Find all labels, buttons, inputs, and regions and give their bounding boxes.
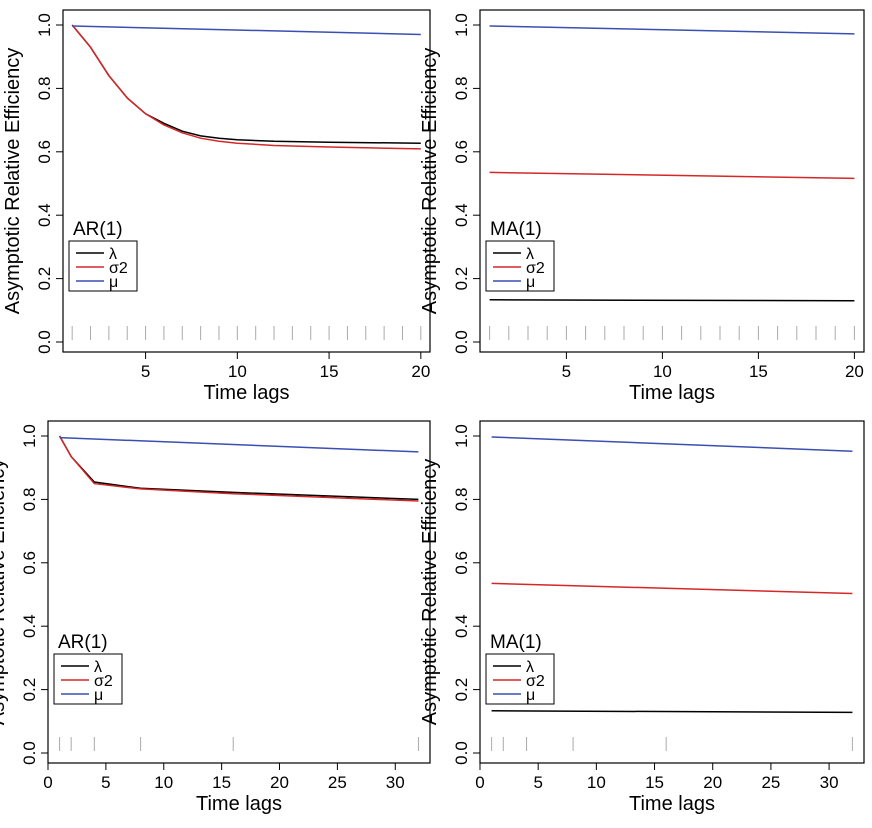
x-tick-label: 30 bbox=[820, 773, 839, 792]
panel-label: AR(1) bbox=[58, 632, 108, 653]
plot-frame bbox=[62, 9, 431, 353]
y-tick-label: 0.4 bbox=[452, 203, 471, 227]
legend-label: σ2 bbox=[109, 260, 128, 277]
x-axis-label: Time lags bbox=[204, 382, 290, 404]
series-line bbox=[58, 435, 419, 501]
legend-label: μ bbox=[526, 274, 535, 291]
legend-label: σ2 bbox=[94, 673, 113, 690]
series-line bbox=[491, 582, 853, 595]
y-tick-label: 0.0 bbox=[452, 741, 471, 765]
legend-label: λ bbox=[526, 246, 534, 263]
x-tick-label: 30 bbox=[386, 773, 405, 792]
x-tick-label: 5 bbox=[533, 773, 542, 792]
legend-label: μ bbox=[109, 274, 118, 291]
chart-panel-3: 0 5 10 15 20 25 30 0.0 0.2 0.4 0.6 0.8 1.0 Time lags A… bbox=[0, 420, 431, 815]
x-tick-label: 20 bbox=[270, 773, 289, 792]
y-tick-label: 0.0 bbox=[452, 330, 471, 354]
x-tick-label: 0 bbox=[43, 773, 52, 792]
series-line bbox=[71, 24, 421, 150]
y-tick-label: 0.8 bbox=[20, 488, 39, 512]
x-tick-label: 15 bbox=[645, 773, 664, 792]
legend-label: σ2 bbox=[526, 260, 545, 277]
legend-box bbox=[485, 653, 555, 705]
x-tick-label: 10 bbox=[228, 362, 247, 381]
x-tick-label: 5 bbox=[562, 362, 571, 381]
chart-panel-4: 0 5 10 15 20 25 30 0.0 0.2 0.4 0.6 0.8 1.0 Time lags A… bbox=[419, 420, 865, 815]
x-tick-label: 25 bbox=[328, 773, 347, 792]
x-tick-label: 15 bbox=[320, 362, 339, 381]
x-tick-label: 20 bbox=[703, 773, 722, 792]
y-tick-label: 0.4 bbox=[20, 614, 39, 638]
chart-panel-1: 5 10 15 20 0.0 0.2 0.4 0.6 0.8 1.0 Time lags Asympt… bbox=[2, 9, 431, 404]
legend-box bbox=[68, 240, 138, 292]
y-axis-label: Asymptotic Relative Efficiency bbox=[419, 459, 441, 725]
legend-label: σ2 bbox=[526, 673, 545, 690]
series-line bbox=[489, 25, 855, 35]
legend-label: λ bbox=[109, 246, 117, 263]
plot-frame bbox=[479, 9, 865, 353]
y-tick-label: 0.2 bbox=[452, 267, 471, 291]
series-line bbox=[58, 435, 419, 502]
y-tick-label: 1.0 bbox=[35, 13, 54, 37]
y-axis-label: Asymptotic Relative Efficiency bbox=[2, 48, 24, 314]
panel-label: MA(1) bbox=[490, 219, 542, 240]
y-tick-label: 0.8 bbox=[452, 77, 471, 101]
series-line bbox=[71, 24, 421, 144]
legend-box bbox=[485, 240, 555, 292]
legend-label: μ bbox=[526, 687, 535, 704]
panel-label: MA(1) bbox=[490, 632, 542, 653]
x-tick-label: 20 bbox=[411, 362, 430, 381]
x-axis-label: Time lags bbox=[629, 382, 715, 404]
x-tick-label: 20 bbox=[845, 362, 864, 381]
y-tick-label: 0.0 bbox=[35, 330, 54, 354]
y-tick-label: 0.6 bbox=[452, 551, 471, 575]
legend-label: λ bbox=[526, 659, 534, 676]
plot-frame bbox=[479, 420, 865, 764]
series-line bbox=[491, 710, 853, 714]
x-tick-label: 15 bbox=[212, 773, 231, 792]
x-tick-label: 10 bbox=[653, 362, 672, 381]
y-axis-label: Asymptotic Relative Efficiency bbox=[419, 48, 441, 314]
plot-frame bbox=[47, 420, 431, 764]
x-tick-label: 10 bbox=[154, 773, 173, 792]
y-tick-label: 0.6 bbox=[35, 140, 54, 164]
y-tick-label: 1.0 bbox=[20, 424, 39, 448]
y-axis-label: Asymptotic Relative Efficiency bbox=[0, 459, 9, 725]
x-tick-label: 0 bbox=[475, 773, 484, 792]
y-tick-label: 0.0 bbox=[20, 741, 39, 765]
y-tick-label: 1.0 bbox=[452, 13, 471, 37]
y-tick-label: 0.2 bbox=[20, 678, 39, 702]
chart-panel-2: 5 10 15 20 0.0 0.2 0.4 0.6 0.8 1.0 Time lags Asympt… bbox=[419, 9, 865, 404]
y-tick-label: 0.4 bbox=[35, 203, 54, 227]
x-tick-label: 10 bbox=[587, 773, 606, 792]
y-tick-label: 0.2 bbox=[452, 678, 471, 702]
y-tick-label: 0.2 bbox=[35, 267, 54, 291]
legend-label: λ bbox=[94, 659, 102, 676]
x-axis-label: Time lags bbox=[629, 793, 715, 815]
series-line bbox=[489, 299, 855, 302]
x-tick-label: 5 bbox=[101, 773, 110, 792]
y-tick-label: 0.6 bbox=[20, 551, 39, 575]
x-tick-label: 15 bbox=[749, 362, 768, 381]
y-tick-label: 0.6 bbox=[452, 140, 471, 164]
panel-label: AR(1) bbox=[73, 219, 123, 240]
series-line bbox=[59, 436, 419, 453]
legend-label: μ bbox=[94, 687, 103, 704]
x-tick-label: 5 bbox=[141, 362, 150, 381]
series-line bbox=[491, 436, 853, 452]
x-tick-label: 25 bbox=[761, 773, 780, 792]
y-tick-label: 0.8 bbox=[452, 488, 471, 512]
x-axis-label: Time lags bbox=[196, 793, 282, 815]
legend-box bbox=[53, 653, 123, 705]
series-line bbox=[489, 171, 855, 180]
y-tick-label: 0.4 bbox=[452, 614, 471, 638]
series-line bbox=[72, 25, 421, 36]
y-tick-label: 0.8 bbox=[35, 77, 54, 101]
y-tick-label: 1.0 bbox=[452, 424, 471, 448]
